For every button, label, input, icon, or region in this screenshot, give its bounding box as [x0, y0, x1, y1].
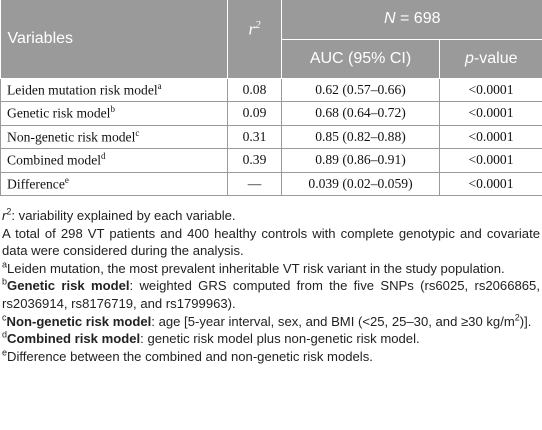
row-r2: 0.39 [227, 148, 282, 173]
row-r2: 0.31 [227, 125, 282, 149]
footnote-b: bGenetic risk model: weighted GRS comput… [2, 277, 540, 311]
footnote-c: cNon-genetic risk model: age [5-year int… [2, 312, 532, 329]
table-row: Combined modeld 0.39 0.89 (0.86–0.91) <0… [0, 148, 542, 173]
header-r2: r2 [227, 0, 282, 79]
row-label: Differencee [0, 172, 228, 196]
row-label: Leiden mutation risk modela [0, 78, 228, 102]
header-auc: AUC (95% CI) [281, 39, 440, 79]
table-row: Genetic risk modelb 0.09 0.68 (0.64–0.72… [0, 101, 542, 126]
row-pvalue: <0.0001 [439, 125, 542, 149]
row-auc: 0.68 (0.64–0.72) [281, 101, 440, 126]
row-pvalue: <0.0001 [439, 101, 542, 126]
header-pvalue: p-value [439, 39, 542, 79]
footnote-e: eDifference between the combined and non… [2, 347, 373, 364]
footnote-r2: r2: variability explained by each variab… [2, 206, 236, 223]
table-footnotes: r2: variability explained by each variab… [2, 207, 540, 365]
row-label: Genetic risk modelb [0, 101, 228, 126]
table-row: Differencee — 0.039 (0.02–0.059) <0.0001 [0, 172, 542, 196]
header-variables: Variables [0, 0, 228, 79]
row-auc: 0.62 (0.57–0.66) [281, 78, 440, 102]
table-row: Non-genetic risk modelc 0.31 0.85 (0.82–… [0, 125, 542, 149]
row-auc: 0.89 (0.86–0.91) [281, 148, 440, 173]
row-pvalue: <0.0001 [439, 78, 542, 102]
row-auc: 0.039 (0.02–0.059) [281, 172, 440, 196]
results-table-container: Variables r2 N = 698 AUC (95% CI) p-valu… [0, 0, 542, 196]
footnote-d: dCombined risk model: genetic risk model… [2, 329, 420, 347]
row-label: Non-genetic risk modelc [0, 125, 228, 149]
footnote-a: aLeiden mutation, the most prevalent inh… [2, 259, 505, 276]
results-table: Variables r2 N = 698 AUC (95% CI) p-valu… [0, 0, 542, 196]
row-auc: 0.85 (0.82–0.88) [281, 125, 440, 149]
header-n: N = 698 [281, 0, 542, 40]
row-pvalue: <0.0001 [439, 148, 542, 173]
row-r2: 0.09 [227, 101, 282, 126]
row-r2: — [227, 172, 282, 196]
row-label: Combined modeld [0, 148, 228, 173]
table-row: Leiden mutation risk modela 0.08 0.62 (0… [0, 78, 542, 102]
row-pvalue: <0.0001 [439, 172, 542, 196]
footnote-sample: A total of 298 VT patients and 400 healt… [2, 225, 540, 259]
row-r2: 0.08 [227, 78, 282, 102]
